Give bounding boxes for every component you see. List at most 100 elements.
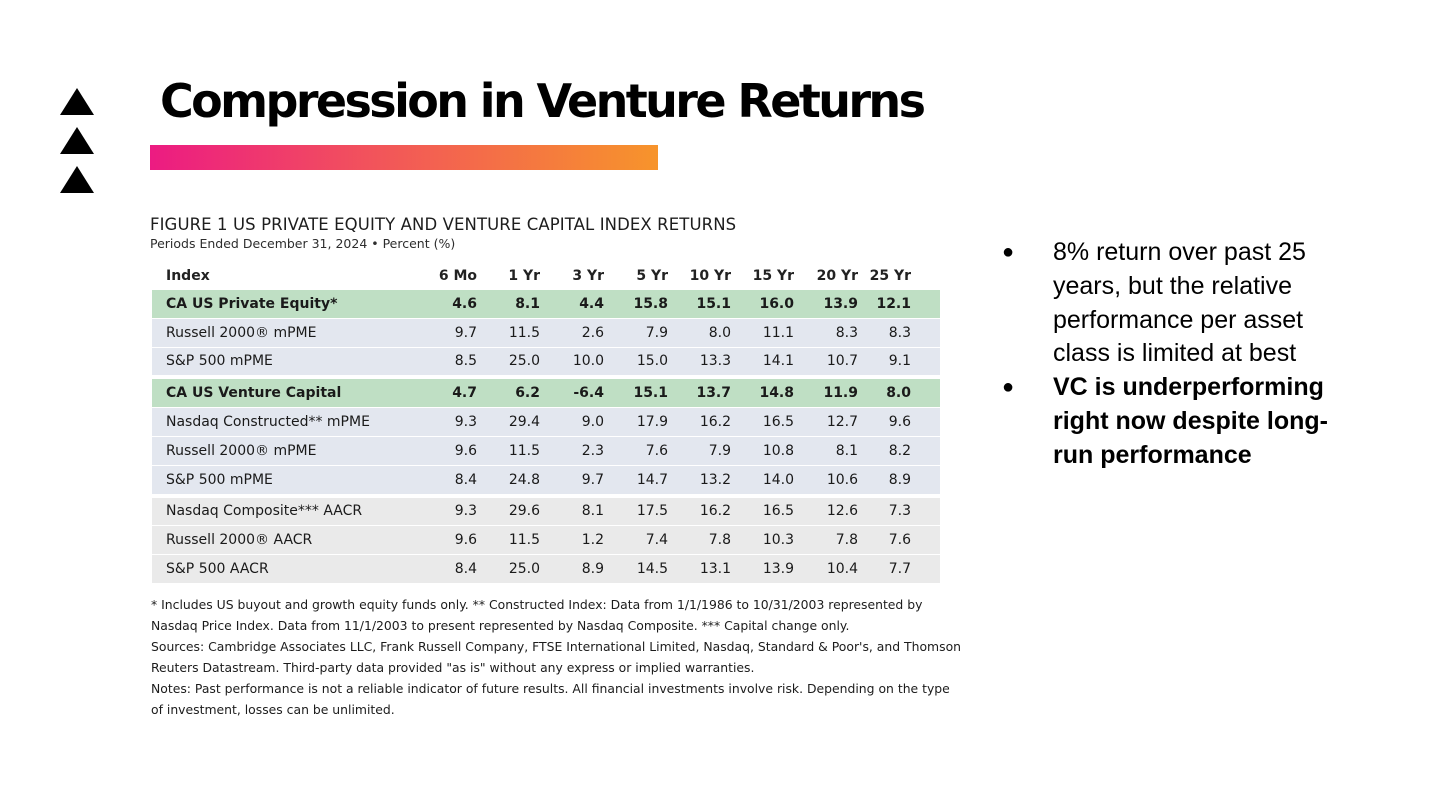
value-cell: 29.4 bbox=[508, 414, 540, 431]
disclaimer-text: Notes: Past performance is not a reliabl… bbox=[151, 681, 950, 717]
value-cell: 13.7 bbox=[696, 385, 731, 402]
value-cell: 9.6 bbox=[454, 442, 477, 459]
value-cell: 12.1 bbox=[876, 295, 911, 312]
triangle-icon bbox=[60, 166, 94, 193]
value-cell: 7.6 bbox=[888, 532, 911, 549]
value-cell: 9.6 bbox=[454, 532, 477, 549]
value-cell: 1.2 bbox=[581, 532, 604, 549]
table-row: S&P 500 mPME 8.5 25.0 10.0 15.0 13.3 14.1 10.7 9… bbox=[152, 347, 940, 377]
column-header: Index bbox=[166, 267, 210, 284]
value-cell: 15.8 bbox=[633, 295, 668, 312]
value-cell: 24.8 bbox=[508, 471, 540, 488]
value-cell: 13.1 bbox=[699, 561, 731, 578]
value-cell: 11.9 bbox=[823, 385, 858, 402]
value-cell: 7.7 bbox=[888, 561, 911, 578]
value-cell: 10.3 bbox=[762, 532, 794, 549]
value-cell: 12.7 bbox=[826, 414, 858, 431]
row-label: S&P 500 mPME bbox=[166, 353, 273, 370]
table-row: S&P 500 AACR 8.4 25.0 8.9 14.5 13.1 13.9 10.4 7.… bbox=[152, 555, 940, 584]
table-row: S&P 500 mPME 8.4 24.8 9.7 14.7 13.2 14.0 10.6 8.… bbox=[152, 465, 940, 495]
row-label: S&P 500 AACR bbox=[166, 561, 269, 578]
value-cell: 10.0 bbox=[572, 353, 604, 370]
value-cell: 7.4 bbox=[645, 532, 668, 549]
column-header: 10 Yr bbox=[689, 267, 731, 284]
sources-text: Sources: Cambridge Associates LLC, Frank… bbox=[151, 639, 961, 675]
value-cell: 15.1 bbox=[633, 385, 668, 402]
value-cell: 4.6 bbox=[452, 295, 477, 312]
footnote-text: * Includes US buyout and growth equity f… bbox=[151, 597, 923, 633]
value-cell: 13.2 bbox=[699, 471, 731, 488]
value-cell: -6.4 bbox=[573, 385, 604, 402]
value-cell: 15.1 bbox=[696, 295, 731, 312]
value-cell: 8.1 bbox=[515, 295, 540, 312]
row-label: Nasdaq Composite*** AACR bbox=[166, 503, 363, 520]
value-cell: 8.2 bbox=[888, 442, 911, 459]
value-cell: 4.7 bbox=[452, 385, 477, 402]
value-cell: 4.4 bbox=[579, 295, 604, 312]
row-label: CA US Venture Capital bbox=[166, 385, 342, 402]
value-cell: 9.7 bbox=[581, 471, 604, 488]
value-cell: 8.3 bbox=[835, 324, 858, 341]
column-header: 25 Yr bbox=[869, 267, 911, 284]
triangle-icon bbox=[60, 127, 94, 154]
value-cell: 13.3 bbox=[699, 353, 731, 370]
value-cell: 14.1 bbox=[762, 353, 794, 370]
column-header: 20 Yr bbox=[816, 267, 858, 284]
value-cell: 8.1 bbox=[835, 442, 858, 459]
table-row: CA US Private Equity* 4.6 8.1 4.4 15.8 15.1 16… bbox=[152, 290, 940, 319]
value-cell: 8.9 bbox=[888, 471, 911, 488]
column-header: 15 Yr bbox=[752, 267, 794, 284]
column-header: 6 Mo bbox=[438, 267, 477, 284]
value-cell: 15.0 bbox=[636, 353, 668, 370]
value-cell: 9.3 bbox=[454, 414, 477, 431]
value-cell: 16.5 bbox=[762, 503, 794, 520]
row-label: Russell 2000® AACR bbox=[166, 532, 313, 549]
value-cell: 25.0 bbox=[508, 561, 540, 578]
returns-table: Index 6 Mo 1 Yr 3 Yr 5 Yr 10 Yr 15 Yr 20… bbox=[152, 262, 940, 584]
figure-subtitle: Periods Ended December 31, 2024 • Percen… bbox=[150, 236, 456, 251]
value-cell: 7.9 bbox=[645, 324, 668, 341]
column-header: 1 Yr bbox=[508, 267, 540, 284]
accent-gradient-bar bbox=[150, 145, 658, 170]
value-cell: 16.2 bbox=[699, 503, 731, 520]
value-cell: 11.5 bbox=[508, 324, 540, 341]
value-cell: 16.2 bbox=[699, 414, 731, 431]
table-row: Russell 2000® AACR 9.6 11.5 1.2 7.4 7.8 10.3 7.… bbox=[152, 526, 940, 556]
value-cell: 13.9 bbox=[762, 561, 794, 578]
bullet-dot-icon: ● bbox=[1002, 241, 1015, 263]
value-cell: 7.9 bbox=[708, 442, 731, 459]
value-cell: 8.9 bbox=[581, 561, 604, 578]
value-cell: 11.5 bbox=[508, 442, 540, 459]
column-header: 5 Yr bbox=[636, 267, 668, 284]
returns-figure: FIGURE 1 US PRIVATE EQUITY AND VENTURE C… bbox=[150, 214, 961, 717]
bullet-text: 8% return over past 25 years, but the re… bbox=[1053, 238, 1306, 368]
value-cell: 10.7 bbox=[826, 353, 858, 370]
value-cell: 10.8 bbox=[762, 442, 794, 459]
table-row: CA US Venture Capital 4.7 6.2 -6.4 15.1 13.7 1… bbox=[152, 379, 940, 409]
value-cell: 16.0 bbox=[759, 295, 794, 312]
table-header-row: Index 6 Mo 1 Yr 3 Yr 5 Yr 10 Yr 15 Yr 20… bbox=[152, 262, 940, 290]
value-cell: 2.3 bbox=[581, 442, 604, 459]
value-cell: 6.2 bbox=[515, 385, 540, 402]
bullet-dot-icon: ● bbox=[1002, 376, 1015, 399]
row-label: S&P 500 mPME bbox=[166, 471, 273, 488]
table-row: Russell 2000® mPME 9.7 11.5 2.6 7.9 8.0 11.1 8.… bbox=[152, 318, 940, 348]
figure-notes: * Includes US buyout and growth equity f… bbox=[151, 594, 961, 720]
value-cell: 8.3 bbox=[888, 324, 911, 341]
value-cell: 7.6 bbox=[645, 442, 668, 459]
value-cell: 17.9 bbox=[636, 414, 668, 431]
figure-title: FIGURE 1 US PRIVATE EQUITY AND VENTURE C… bbox=[150, 215, 737, 234]
triangle-decoration bbox=[60, 88, 100, 205]
value-cell: 9.3 bbox=[454, 503, 477, 520]
value-cell: 13.9 bbox=[823, 295, 858, 312]
value-cell: 8.4 bbox=[454, 471, 477, 488]
value-cell: 9.7 bbox=[454, 324, 477, 341]
value-cell: 8.0 bbox=[886, 385, 911, 402]
bullet-item: ● VC is underperforming right now despit… bbox=[1000, 371, 1330, 472]
triangle-icon bbox=[60, 88, 94, 115]
value-cell: 11.5 bbox=[508, 532, 540, 549]
value-cell: 14.8 bbox=[759, 385, 794, 402]
value-cell: 12.6 bbox=[826, 503, 858, 520]
value-cell: 9.6 bbox=[888, 414, 911, 431]
value-cell: 9.0 bbox=[581, 414, 604, 431]
